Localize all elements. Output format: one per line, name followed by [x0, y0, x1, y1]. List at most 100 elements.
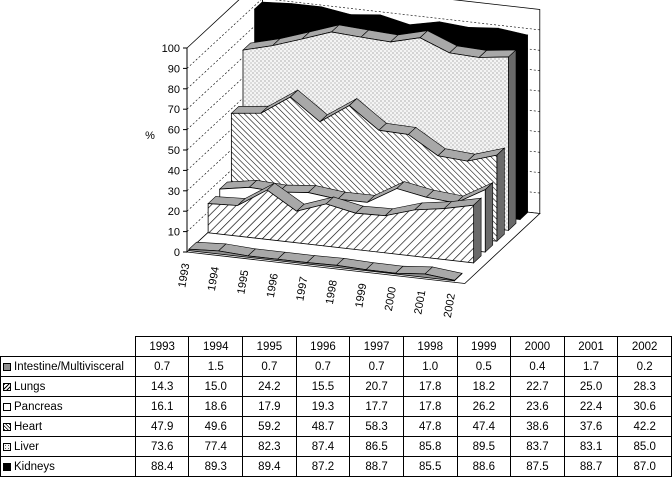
y-tick-label: 90 — [168, 63, 180, 75]
table-row: Heart 47.9 49.6 59.2 48.7 58.3 47.8 47.4 38.6 37.… — [0, 416, 672, 437]
table-header-row: 1993 1994 1995 1996 1997 1998 1999 2000 2001 2002 — [0, 336, 672, 357]
x-tick-label: 1997 — [294, 276, 310, 302]
series-label: Pancreas — [0, 396, 136, 417]
y-tick-label: 10 — [168, 227, 180, 239]
table-cell: 73.6 — [134, 436, 190, 457]
table-cell: 28.3 — [617, 376, 672, 397]
x-tick-label: 2001 — [412, 289, 428, 315]
ribbon-end — [473, 197, 482, 264]
ribbon-end — [519, 34, 528, 221]
table-cell: 14.3 — [134, 376, 190, 397]
table-cell: 0.7 — [295, 356, 351, 377]
table-cell: 17.9 — [242, 396, 297, 417]
table-row: Liver 73.6 77.4 82.3 87.4 86.5 85.8 89.5 83.7 83.… — [0, 436, 672, 457]
table-cell: 23.6 — [510, 396, 565, 417]
table-cell: 47.8 — [402, 416, 458, 437]
series-lungs — [207, 182, 482, 264]
table-cell: 47.4 — [456, 416, 512, 437]
table-cell: 87.4 — [295, 436, 351, 457]
x-tick-label: 2000 — [383, 286, 399, 312]
table-cell: 17.7 — [349, 396, 404, 417]
year-header: 1996 — [295, 336, 351, 357]
table-cell: 1.7 — [563, 356, 619, 377]
y-axis: 0 10 20 30 40 50 60 70 80 90 100 — [162, 43, 188, 259]
table-corner — [0, 336, 136, 357]
table-cell: 0.2 — [617, 356, 672, 377]
table-cell: 1.0 — [402, 356, 458, 377]
table-cell: 83.7 — [510, 436, 565, 457]
table-cell: 0.7 — [134, 356, 190, 377]
y-tick-label: 20 — [168, 206, 180, 218]
table-cell: 89.5 — [456, 436, 512, 457]
table-cell: 16.1 — [134, 396, 190, 417]
table-row: Intestine/Multivisceral 0.7 1.5 0.7 0.7 0.7 1.… — [0, 356, 672, 377]
y-tick-label: 100 — [162, 43, 180, 55]
series-intestine-multivisceral — [188, 241, 463, 282]
table-cell: 19.3 — [295, 396, 351, 417]
year-header: 2002 — [617, 336, 672, 357]
x-tick-label: 1994 — [206, 266, 222, 292]
x-axis: 1993 1994 1995 1996 1997 1998 1999 2000 2001 2002 — [176, 262, 458, 318]
table-cell: 82.3 — [242, 436, 297, 457]
x-tick-label: 1993 — [176, 262, 192, 288]
legend-swatch — [3, 402, 11, 411]
year-header: 1999 — [456, 336, 512, 357]
table-cell: 20.7 — [349, 376, 404, 397]
x-tick-label: 1996 — [265, 272, 281, 298]
y-tick-label: 40 — [168, 165, 180, 177]
table-cell: 17.8 — [402, 376, 458, 397]
table-cell: 18.2 — [456, 376, 512, 397]
year-header: 2000 — [510, 336, 565, 357]
year-header: 1998 — [402, 336, 458, 357]
series-label: Intestine/Multivisceral — [0, 356, 136, 377]
table-cell: 0.7 — [349, 356, 404, 377]
series-label: Heart — [0, 416, 136, 437]
data-table: 1993 1994 1995 1996 1997 1998 1999 2000 2001 2002… — [0, 336, 672, 477]
y-tick-label: 50 — [168, 145, 180, 157]
legend-swatch — [3, 382, 11, 391]
table-cell: 83.1 — [563, 436, 619, 457]
table-cell: 85.8 — [402, 436, 458, 457]
table-cell: 15.0 — [188, 376, 244, 397]
table-cell: 25.0 — [563, 376, 619, 397]
table-cell: 22.7 — [510, 376, 565, 397]
legend-swatch — [3, 362, 11, 371]
y-tick-label: 70 — [168, 104, 180, 116]
y-tick-label: 0 — [174, 247, 180, 259]
ribbon-end — [484, 181, 494, 253]
legend-swatch — [3, 442, 11, 451]
y-tick-label: 30 — [168, 186, 180, 198]
table-cell: 26.2 — [456, 396, 512, 417]
table-cell: 30.6 — [617, 396, 672, 417]
series-label: Lungs — [0, 376, 136, 397]
table-cell: 42.2 — [617, 416, 672, 437]
table-cell: 49.6 — [188, 416, 244, 437]
y-axis-label: % — [145, 130, 155, 142]
gridline — [186, 0, 540, 69]
table-cell: 0.5 — [456, 356, 512, 377]
table-cell: 15.5 — [295, 376, 351, 397]
table-cell: 24.2 — [242, 376, 297, 397]
table-cell: 86.5 — [349, 436, 404, 457]
ribbon-face — [207, 189, 475, 264]
ribbon-end — [496, 147, 505, 242]
table-cell: 1.5 — [188, 356, 244, 377]
legend-swatch — [3, 422, 11, 431]
series-ribbons — [188, 1, 529, 282]
table-cell: 18.6 — [188, 396, 244, 417]
table-cell: 37.6 — [563, 416, 619, 437]
table-cell: 0.7 — [242, 356, 297, 377]
table-cell: 22.4 — [563, 396, 619, 417]
x-tick-label: 2002 — [442, 293, 458, 319]
table-cell: 38.6 — [510, 416, 565, 437]
series-label: Liver — [0, 436, 136, 457]
table-cell: 17.8 — [402, 396, 458, 417]
table-row: Lungs 14.3 15.0 24.2 15.5 20.7 17.8 18.2 22.7 25.… — [0, 376, 672, 397]
year-header: 1994 — [188, 336, 244, 357]
table-cell: 0.4 — [510, 356, 565, 377]
x-tick-label: 1995 — [235, 269, 251, 295]
x-tick-label: 1998 — [324, 279, 340, 305]
year-header: 1997 — [349, 336, 404, 357]
table-cell: 48.7 — [295, 416, 351, 437]
